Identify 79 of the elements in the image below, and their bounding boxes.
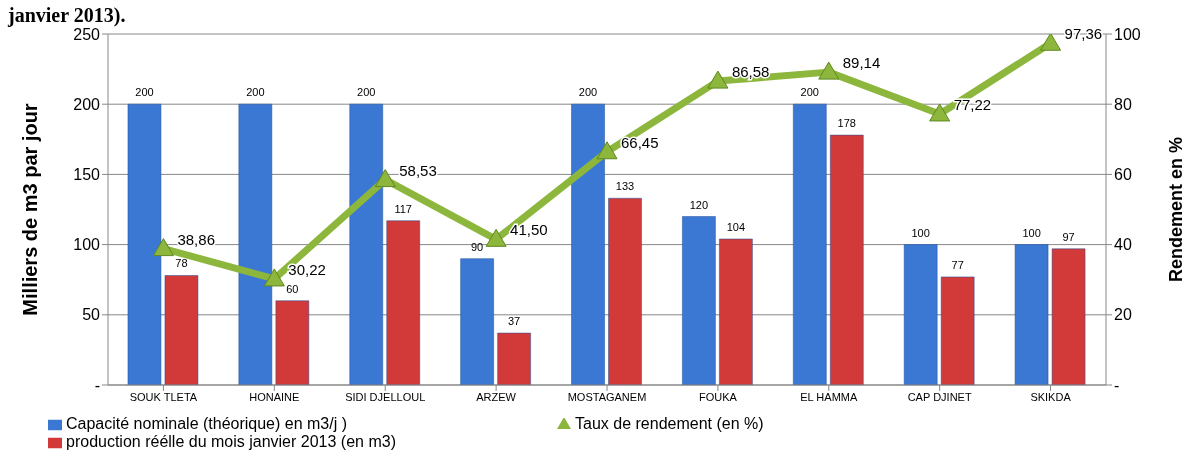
- data-label: 200: [578, 86, 598, 99]
- point: [596, 141, 618, 160]
- point: [707, 70, 729, 89]
- x-tick-label: SKIKDA: [1030, 390, 1072, 403]
- data-label: 178: [837, 117, 856, 130]
- data-label: 58,53: [399, 161, 437, 179]
- y-tick-label: 250: [73, 25, 101, 43]
- chart-title: janvier 2013).: [8, 4, 127, 26]
- data-label: 133: [615, 180, 635, 193]
- x-tick-label: HONAINE: [249, 390, 300, 403]
- point: [263, 268, 285, 287]
- data-label: 104: [726, 220, 746, 233]
- x-tick-label: SIDI DJELLOUL: [345, 390, 426, 403]
- data-label: 90: [471, 240, 484, 253]
- data-label: 200: [246, 86, 265, 99]
- y2-tick-label: 60: [1114, 166, 1132, 184]
- data-label: 97,36: [1064, 25, 1103, 43]
- data-label: 117: [394, 202, 413, 215]
- x-tick-label: CAP DJINET: [907, 390, 972, 403]
- data-label: 89,14: [842, 54, 881, 72]
- point: [1040, 34, 1062, 51]
- point: [485, 228, 507, 247]
- y2-tick-label: 20: [1114, 306, 1132, 324]
- y-tick-label: 100: [73, 236, 101, 254]
- bar: [940, 276, 975, 385]
- bar: [238, 103, 273, 385]
- bar: [1014, 244, 1049, 385]
- data-label: 41,50: [510, 221, 548, 239]
- x-tick-label: SOUK TLETA: [129, 390, 198, 403]
- data-label: 60: [286, 282, 299, 295]
- legend-label: production réélle du mois janvier 2013 (en m3): [66, 433, 396, 450]
- data-label: 200: [800, 86, 819, 99]
- y-axis-title: Milliers de m3 par jour: [19, 103, 42, 316]
- bar: [497, 332, 531, 385]
- data-label: 120: [689, 198, 709, 211]
- x-tick-label: EL HAMMA: [800, 390, 858, 403]
- y-tick-label: -: [94, 376, 100, 394]
- x-tick-label: ARZEW: [476, 390, 517, 403]
- data-label: 200: [135, 86, 154, 99]
- data-label: 100: [911, 226, 930, 239]
- data-label: 38,86: [177, 230, 215, 248]
- y2-axis-title: Rendement en %: [1166, 136, 1187, 283]
- bar: [386, 220, 420, 385]
- point: [152, 238, 174, 257]
- data-label: 78: [175, 257, 188, 270]
- y-tick-label: 50: [82, 306, 101, 324]
- bar: [903, 244, 938, 385]
- x-tick-label: MOSTAGANEM: [567, 390, 647, 403]
- data-label: 66,45: [621, 133, 659, 151]
- data-label: 30,22: [288, 260, 326, 278]
- bar: [830, 134, 864, 385]
- data-label: 37: [508, 315, 521, 328]
- bar: [571, 103, 605, 385]
- bar: [349, 103, 383, 385]
- point: [929, 103, 951, 122]
- data-label: 100: [1022, 226, 1041, 239]
- bar: [164, 275, 199, 385]
- legend-label: Taux de rendement (en %): [575, 415, 764, 432]
- legend-label: Capacité nominale (théorique) en m3/j ): [66, 415, 348, 432]
- bar: [1051, 248, 1086, 385]
- y2-tick-label: 100: [1114, 25, 1141, 43]
- y-tick-label: 150: [73, 166, 101, 184]
- bar: [719, 238, 753, 385]
- y2-tick-label: -: [1114, 376, 1120, 394]
- x-tick-label: FOUKA: [698, 390, 738, 403]
- data-label: 77: [951, 258, 964, 271]
- y2-tick-label: 80: [1114, 95, 1132, 113]
- data-label: 97: [1062, 230, 1075, 243]
- point: [374, 169, 396, 188]
- bar: [793, 103, 827, 385]
- point: [818, 61, 840, 80]
- bar: [275, 300, 310, 385]
- y2-tick-label: 40: [1114, 236, 1132, 254]
- data-label: 200: [357, 86, 376, 99]
- bar: [127, 103, 162, 385]
- bar: [608, 198, 642, 385]
- bar: [682, 216, 716, 385]
- bar: [460, 258, 494, 385]
- y-tick-label: 200: [73, 95, 101, 113]
